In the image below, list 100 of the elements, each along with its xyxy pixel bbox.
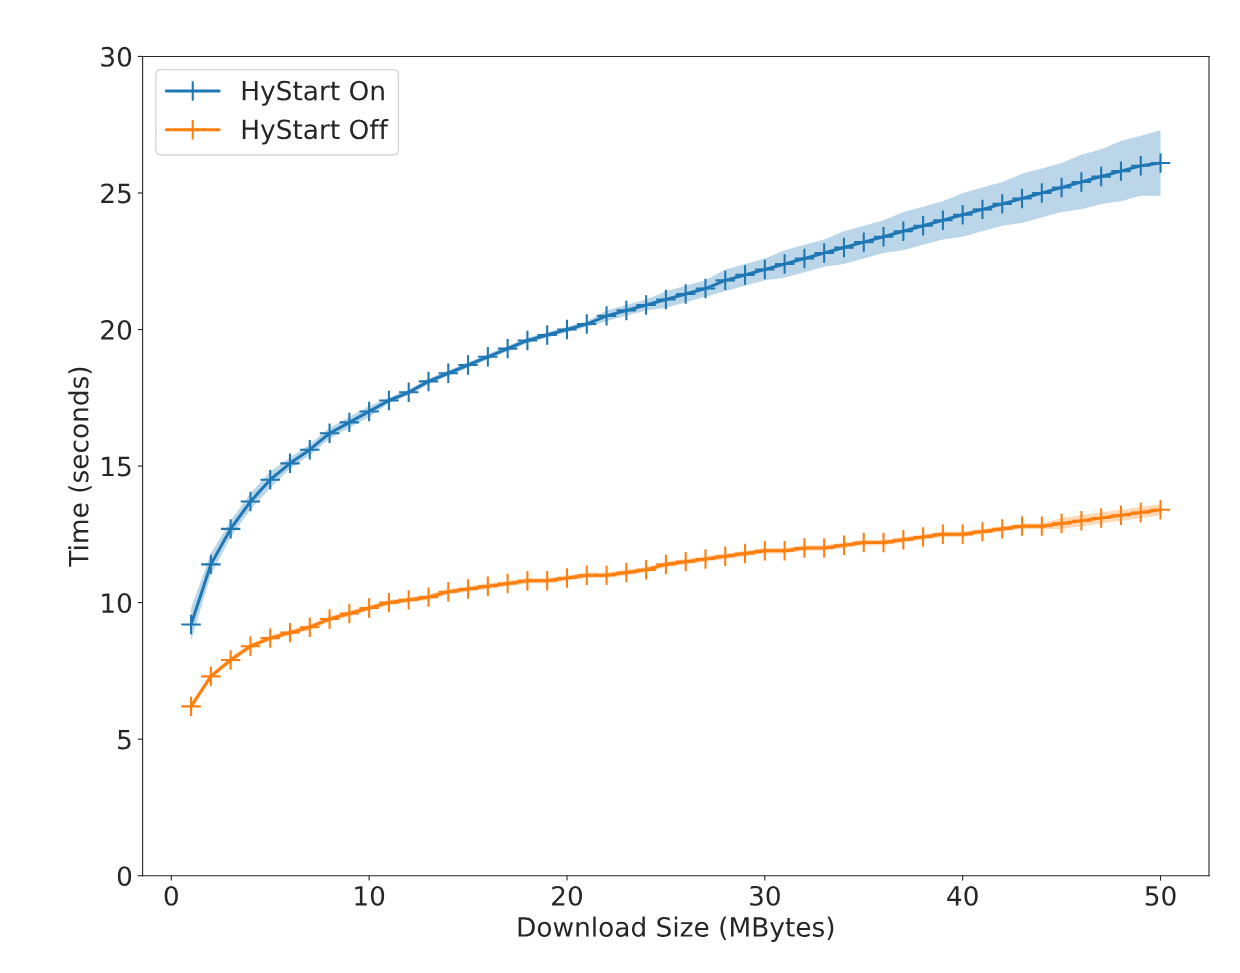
legend-label: HyStart Off bbox=[242, 118, 389, 145]
point bbox=[852, 231, 875, 253]
point bbox=[1110, 160, 1132, 182]
point bbox=[1050, 512, 1073, 535]
point bbox=[318, 608, 341, 630]
point bbox=[932, 523, 954, 546]
point bbox=[516, 570, 539, 592]
point bbox=[457, 354, 479, 376]
point bbox=[477, 575, 499, 597]
point bbox=[279, 452, 301, 475]
point bbox=[1149, 499, 1172, 521]
point bbox=[615, 561, 638, 584]
point bbox=[635, 294, 657, 316]
point bbox=[180, 695, 202, 718]
point bbox=[1110, 504, 1132, 526]
point bbox=[536, 324, 558, 346]
point bbox=[496, 572, 519, 595]
point bbox=[754, 258, 776, 281]
point bbox=[833, 534, 855, 557]
point bbox=[991, 193, 1014, 215]
point bbox=[417, 586, 440, 608]
point bbox=[1050, 176, 1073, 199]
point bbox=[338, 411, 361, 434]
point bbox=[694, 277, 717, 300]
y-tick-label: 0 bbox=[117, 866, 132, 887]
point bbox=[1031, 182, 1053, 204]
point bbox=[397, 589, 420, 611]
x-tick-label: 30 bbox=[750, 885, 780, 906]
point bbox=[912, 214, 934, 237]
point bbox=[734, 542, 756, 565]
y-axis-title: Time (seconds) bbox=[68, 367, 92, 567]
point bbox=[477, 346, 499, 368]
point bbox=[694, 548, 717, 570]
point bbox=[1070, 509, 1093, 532]
point bbox=[437, 580, 460, 603]
point bbox=[971, 520, 994, 543]
y-tick-label: 5 bbox=[118, 729, 131, 750]
point bbox=[259, 627, 281, 649]
point bbox=[734, 264, 756, 286]
point bbox=[615, 299, 638, 322]
y-tick-label: 20 bbox=[101, 319, 132, 340]
point bbox=[516, 329, 539, 352]
point bbox=[536, 570, 558, 592]
point bbox=[1011, 515, 1033, 537]
point bbox=[299, 438, 321, 461]
point bbox=[674, 283, 697, 305]
point bbox=[219, 649, 242, 671]
point bbox=[674, 550, 697, 573]
point bbox=[793, 247, 816, 270]
point bbox=[496, 337, 519, 360]
point bbox=[338, 602, 361, 625]
point bbox=[318, 422, 341, 445]
point bbox=[813, 242, 835, 264]
y-tick-label: 30 bbox=[101, 46, 132, 67]
point bbox=[556, 567, 578, 589]
point bbox=[1070, 171, 1093, 193]
point bbox=[1090, 507, 1112, 529]
y-tick-label: 10 bbox=[102, 593, 132, 614]
point bbox=[1090, 165, 1112, 188]
y-tick-label: 25 bbox=[101, 183, 131, 204]
y-tick-label: 15 bbox=[102, 456, 131, 477]
point bbox=[457, 578, 479, 600]
point bbox=[635, 559, 657, 581]
point bbox=[932, 209, 954, 232]
point bbox=[239, 490, 262, 513]
point bbox=[1149, 152, 1172, 174]
point bbox=[556, 318, 578, 341]
point bbox=[576, 313, 598, 335]
point bbox=[951, 204, 974, 226]
point bbox=[437, 362, 460, 384]
point bbox=[358, 597, 380, 619]
point bbox=[299, 616, 321, 638]
point bbox=[892, 529, 915, 551]
point bbox=[991, 518, 1014, 540]
point bbox=[912, 526, 934, 548]
point bbox=[378, 591, 400, 614]
point bbox=[576, 564, 598, 587]
point bbox=[773, 253, 796, 275]
point bbox=[200, 553, 222, 576]
point bbox=[1031, 515, 1053, 537]
point bbox=[714, 269, 737, 292]
point bbox=[239, 635, 262, 658]
point bbox=[1129, 501, 1152, 524]
point bbox=[358, 400, 380, 423]
point bbox=[754, 539, 776, 562]
point bbox=[259, 468, 281, 491]
x-tick-label: 40 bbox=[947, 885, 978, 906]
point bbox=[773, 539, 796, 562]
point bbox=[971, 198, 994, 221]
x-tick-label: 20 bbox=[552, 885, 583, 906]
point bbox=[833, 236, 855, 259]
point bbox=[595, 564, 618, 587]
point bbox=[180, 613, 202, 636]
point bbox=[1129, 154, 1152, 177]
point bbox=[872, 225, 895, 248]
x-tick-label: 0 bbox=[164, 885, 178, 906]
point bbox=[219, 518, 242, 540]
legend-label: HyStart On bbox=[242, 80, 384, 106]
x-tick-label: 10 bbox=[355, 885, 385, 906]
point bbox=[655, 288, 677, 311]
